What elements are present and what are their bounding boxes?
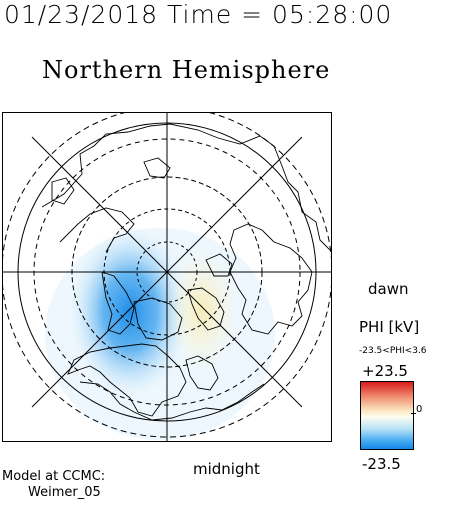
meridian-lines [2, 112, 332, 442]
model-name: Weimer_05 [28, 485, 101, 500]
dawn-label: dawn [368, 280, 409, 298]
colorbar-min-label: -23.5 [362, 455, 401, 473]
polar-map [2, 112, 332, 442]
colorbar-gradient [360, 381, 414, 450]
hemisphere-title: Northern Hemisphere [42, 56, 331, 84]
colorbar-zero-label: 0 [416, 404, 423, 415]
potential-pattern [45, 227, 275, 440]
colorbar-range: -23.5<PHI<3.6 [359, 346, 427, 356]
timestamp-title: 01/23/2018 Time = 05:28:00 [4, 0, 393, 29]
colorbar-title: PHI [kV] [359, 318, 420, 336]
model-label: Model at CCMC: [2, 469, 106, 484]
colorbar-zero-tick [411, 413, 416, 414]
midnight-label: midnight [193, 460, 260, 478]
colorbar-max-label: +23.5 [362, 362, 408, 380]
